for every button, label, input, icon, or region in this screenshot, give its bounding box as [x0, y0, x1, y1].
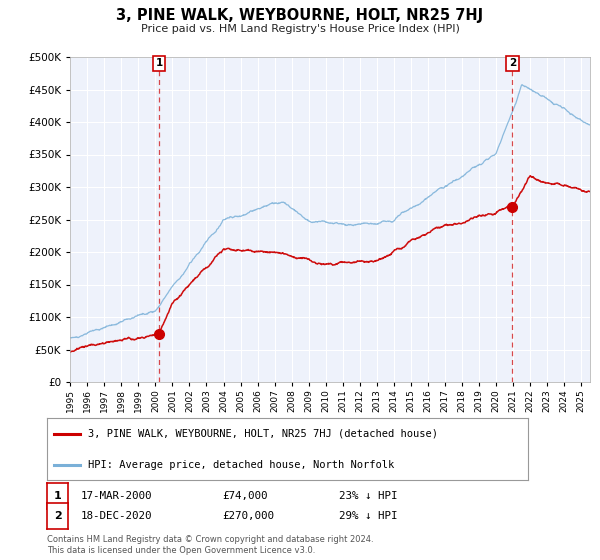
Text: 1: 1	[54, 491, 61, 501]
Text: 18-DEC-2020: 18-DEC-2020	[81, 511, 152, 521]
Text: 1: 1	[155, 58, 163, 68]
Text: 2: 2	[54, 511, 61, 521]
Text: 3, PINE WALK, WEYBOURNE, HOLT, NR25 7HJ: 3, PINE WALK, WEYBOURNE, HOLT, NR25 7HJ	[116, 8, 484, 24]
Text: 3, PINE WALK, WEYBOURNE, HOLT, NR25 7HJ (detached house): 3, PINE WALK, WEYBOURNE, HOLT, NR25 7HJ …	[88, 428, 438, 438]
Text: Price paid vs. HM Land Registry's House Price Index (HPI): Price paid vs. HM Land Registry's House …	[140, 24, 460, 34]
Text: 29% ↓ HPI: 29% ↓ HPI	[339, 511, 397, 521]
Text: This data is licensed under the Open Government Licence v3.0.: This data is licensed under the Open Gov…	[47, 546, 315, 555]
Text: 23% ↓ HPI: 23% ↓ HPI	[339, 491, 397, 501]
Text: Contains HM Land Registry data © Crown copyright and database right 2024.: Contains HM Land Registry data © Crown c…	[47, 535, 373, 544]
Text: 2: 2	[509, 58, 516, 68]
Text: £74,000: £74,000	[222, 491, 268, 501]
Text: HPI: Average price, detached house, North Norfolk: HPI: Average price, detached house, Nort…	[88, 460, 394, 469]
Text: 17-MAR-2000: 17-MAR-2000	[81, 491, 152, 501]
Text: £270,000: £270,000	[222, 511, 274, 521]
